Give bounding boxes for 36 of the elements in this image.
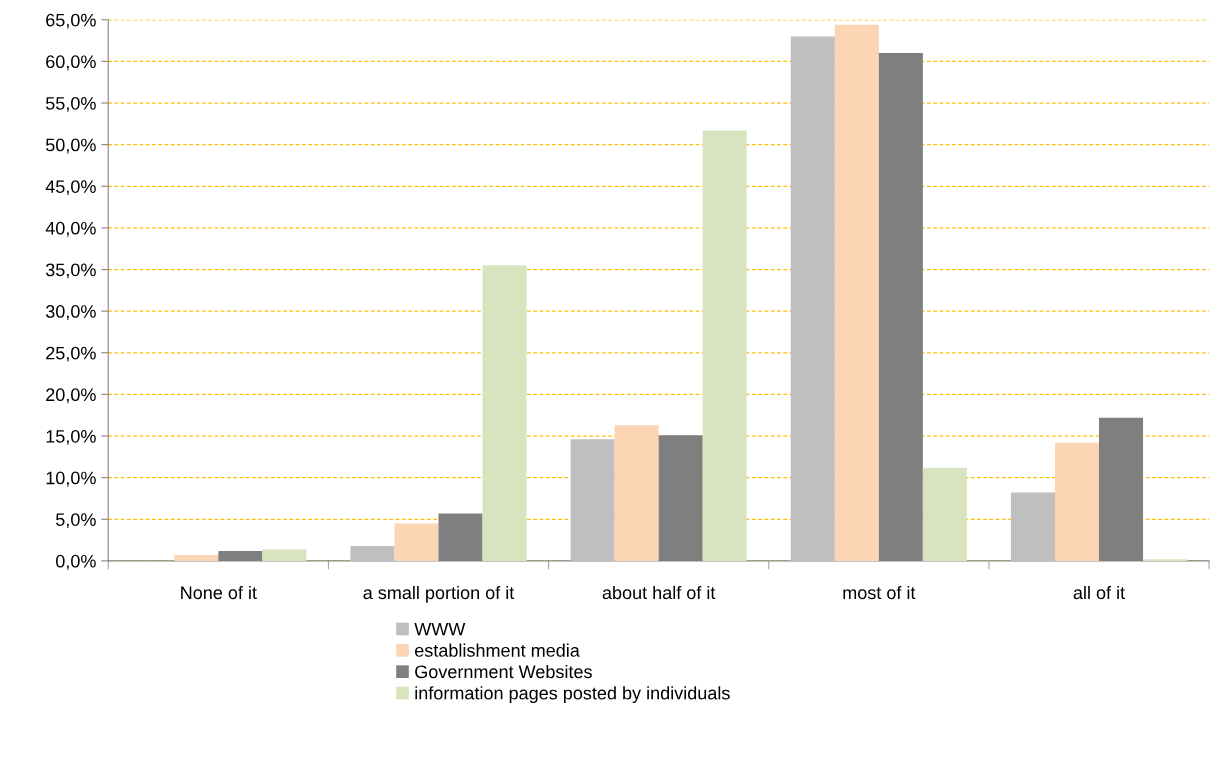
bar (1054, 442, 1100, 561)
bar (614, 425, 659, 561)
x-tick-label: most of it (843, 585, 916, 600)
y-tick-label: 45,0% (45, 180, 96, 196)
legend-label: WWW (414, 622, 466, 636)
y-tick-label: 5,0% (56, 513, 96, 529)
x-tick-label: None of it (181, 585, 257, 600)
x-tick-label: all of it (1073, 585, 1125, 600)
x-tick-label: a small portion of it (363, 585, 515, 603)
y-tick-label: 35,0% (45, 263, 96, 279)
y-tick-label: 40,0% (45, 221, 96, 237)
bar (350, 545, 395, 561)
bar (834, 24, 879, 561)
legend-label: establishment media (415, 643, 580, 657)
bar (790, 36, 835, 561)
y-tick-label: 15,0% (46, 429, 96, 445)
x-tick-label: about half of it (602, 585, 716, 600)
y-tick-label: 0,0% (55, 554, 96, 570)
bar (262, 549, 307, 561)
bar (1010, 492, 1055, 561)
y-tick-label: 20,0% (46, 388, 96, 404)
y-tick-label: 60,0% (46, 55, 96, 71)
bar (922, 467, 967, 561)
bar (482, 265, 527, 561)
y-tick-label: 65,0% (46, 13, 96, 29)
y-tick-label: 25,0% (46, 346, 96, 362)
legend-label: information pages posted by individuals (415, 686, 730, 704)
bar (174, 555, 219, 561)
y-tick-label: 30,0% (45, 305, 96, 320)
y-tick-label: 55,0% (45, 96, 96, 112)
bar (570, 439, 615, 561)
bar (702, 130, 747, 561)
y-tick-label: 50,0% (45, 138, 96, 154)
legend-label: Government Websites (415, 664, 592, 679)
y-tick-label: 10,0% (46, 471, 96, 487)
bar (394, 523, 439, 561)
